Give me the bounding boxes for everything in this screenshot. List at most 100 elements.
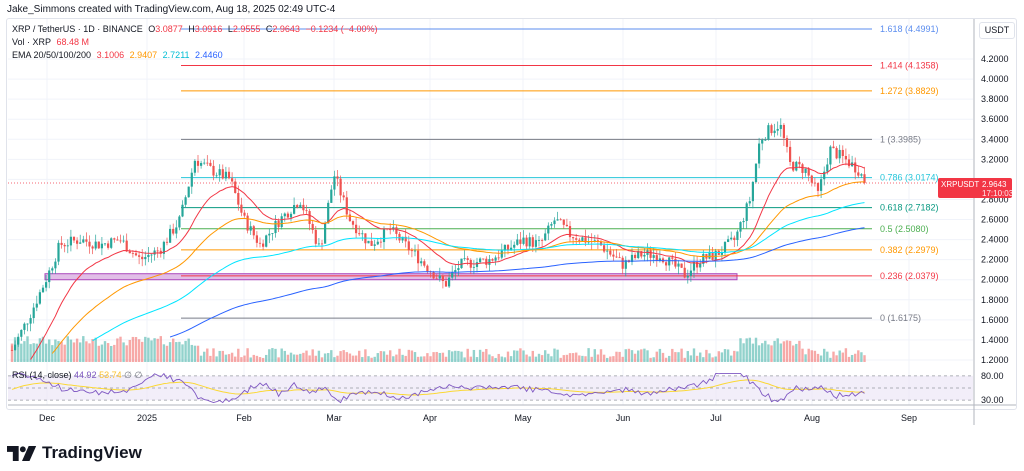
fib-label: 0.236 (2.0379) (880, 271, 939, 281)
candle-body (847, 159, 851, 167)
volume-bar (689, 355, 693, 362)
ema-legend[interactable]: EMA 20/50/100/200 3.1006 2.9407 2.7211 2… (12, 50, 223, 60)
candle-body (196, 160, 200, 166)
candle-body (689, 270, 692, 276)
volume-bar (401, 354, 404, 362)
volume-bar (528, 356, 531, 362)
currency-button[interactable]: USDT (979, 22, 1015, 39)
volume-bar (193, 345, 197, 362)
volume-bar (103, 341, 107, 362)
candle-body (181, 204, 184, 217)
candle-body (779, 124, 782, 129)
candle-body (832, 146, 835, 149)
candle-body (739, 222, 742, 232)
volume-bar (751, 343, 755, 362)
candle-body (844, 156, 847, 160)
volume-bar (451, 351, 454, 362)
candle-body (767, 125, 770, 140)
candle-body (479, 258, 482, 263)
volume-bar (643, 348, 646, 362)
candle-body (268, 233, 271, 236)
candle-body (835, 148, 838, 159)
volume-bar (370, 357, 373, 362)
candle-body (448, 277, 451, 287)
tradingview-logo[interactable]: TradingView (7, 443, 142, 463)
volume-bar (82, 336, 85, 362)
volume-bar (134, 337, 138, 362)
volume-bar (500, 356, 503, 362)
volume-bar (339, 351, 342, 362)
volume-bar (137, 339, 141, 362)
candle-body (327, 202, 330, 224)
candle-body (764, 139, 767, 141)
volume-bar (726, 349, 730, 362)
volume-bar (844, 348, 848, 362)
candle-body (754, 163, 758, 183)
volume-bar (807, 348, 810, 362)
candle-body (711, 251, 714, 260)
volume-bar (94, 337, 97, 362)
volume-legend[interactable]: Vol · XRP 68.48 M (12, 37, 90, 47)
volume-bar (447, 350, 451, 362)
time-tick: Apr (423, 413, 437, 423)
candle-body (463, 258, 466, 259)
volume-bar (41, 336, 45, 362)
candle-body (110, 238, 113, 248)
volume-bar (522, 350, 525, 362)
volume-bar (531, 350, 534, 362)
volume-bar (602, 354, 606, 362)
volume-bar (26, 336, 29, 362)
volume-bar (20, 343, 23, 362)
candle-body (621, 257, 624, 269)
last-price-tag: XRPUSDT 2.9643 17:10:03 (938, 178, 1013, 198)
volume-bar (221, 350, 224, 362)
candle-body (513, 244, 516, 248)
candle-body (26, 323, 29, 325)
candle-body (243, 212, 246, 216)
rsi-tick: 30.00 (981, 395, 1004, 405)
symbol-legend[interactable]: XRP / TetherUS · 1D · BINANCE O3.0877 H3… (12, 24, 378, 34)
volume-bar (57, 341, 60, 362)
time-tick: Feb (236, 413, 252, 423)
candle-body (395, 227, 398, 234)
candle-body (128, 251, 131, 254)
candle-body (333, 176, 336, 190)
volume-bar (29, 344, 32, 362)
volume-bar (832, 351, 835, 362)
volume-bar (190, 344, 193, 362)
candle-body (150, 254, 153, 256)
volume-bar (283, 350, 286, 362)
fib-label: 1.414 (4.1358) (880, 60, 939, 70)
volume-bar (162, 344, 166, 362)
volume-bar (540, 355, 544, 362)
volume-bar (342, 350, 345, 362)
volume-bar (125, 345, 128, 362)
candle-body (553, 220, 556, 225)
volume-bar (627, 348, 631, 362)
ema20-line (30, 163, 865, 360)
volume-bar (280, 348, 283, 362)
candle-body (401, 236, 404, 241)
candle-body (804, 168, 807, 173)
volume-bar (454, 350, 457, 362)
candle-body (460, 258, 463, 269)
volume-bar (184, 340, 187, 362)
volume-bar (813, 350, 817, 362)
candle-body (187, 186, 190, 198)
candle-body (94, 241, 97, 249)
candle-body (655, 255, 658, 261)
rsi-legend[interactable]: RSI (14, close) 44.92 53.74 ∅ ∅ (12, 370, 143, 380)
candle-body (599, 241, 603, 246)
candle-body (271, 233, 274, 234)
candle-body (727, 239, 730, 242)
price-tick: 4.2000 (981, 54, 1009, 64)
volume-bar (708, 353, 711, 362)
candle-body (200, 162, 203, 166)
candle-body (153, 250, 156, 255)
candle-body (671, 257, 674, 259)
volume-bar (385, 354, 389, 362)
volume-bar (435, 351, 438, 362)
candle-body (113, 238, 116, 240)
candle-body (575, 238, 578, 240)
